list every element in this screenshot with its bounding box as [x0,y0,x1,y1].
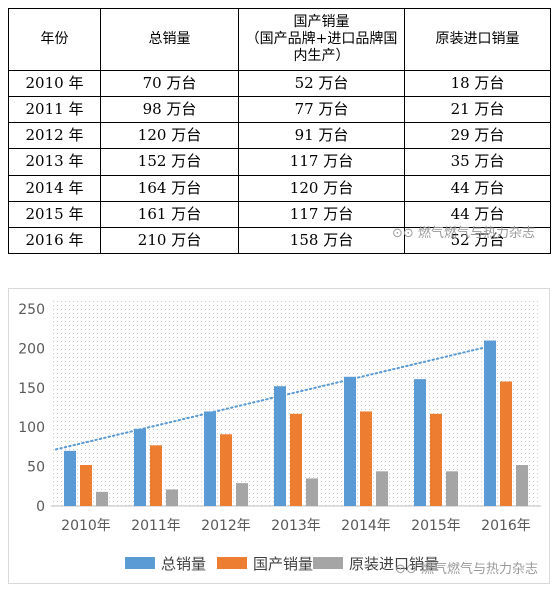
cell-total: 161 万台 [100,200,239,228]
cell-year: 2012 年 [8,122,101,150]
cell-total: 164 万台 [100,174,239,202]
watermark-table: ⊙⊙ 燃气燃气与热力杂志 [392,222,535,241]
cell-year: 2015 年 [8,200,101,228]
y-tick-label: 200 [18,341,45,357]
cell-domestic: 117 万台 [238,200,405,228]
table-row: 2011 年 98 万台 77 万台 21 万台 [8,96,551,124]
cell-year: 2014 年 [8,174,101,202]
bar-1 [150,445,162,506]
table-row: 2010 年 70 万台 52 万台 18 万台 [8,69,551,98]
bar-0 [204,411,216,506]
table-row: 2012 年 120 万台 91 万台 29 万台 [8,122,551,150]
x-tick-label: 2013年 [271,518,321,534]
x-tick-label: 2012年 [201,518,251,534]
bar-2 [446,471,458,506]
y-tick-label: 100 [18,420,45,436]
cell-import: 44 万台 [404,174,551,202]
x-tick-label: 2014年 [341,518,391,534]
cell-domestic: 120 万台 [238,174,405,202]
legend-label: 原装进口销量 [349,554,440,573]
wechat-icon: ⊙⊙ [395,562,417,577]
bar-2 [236,483,248,506]
bar-0 [274,386,286,506]
cell-year: 2011 年 [8,96,101,124]
cell-year: 2016 年 [8,226,101,255]
chart-plot: 0 50 100 150 200 250 2010年 2011年 2012年 2013年 2014年… [18,301,541,534]
bar-2 [96,491,108,506]
cell-domestic: 77 万台 [238,96,405,124]
sales-chart: 0 50 100 150 200 250 2010年 2011年 2012年 2013年 2014年… [8,288,550,584]
watermark-chart: ⊙⊙ 燃气燃气与热力杂志 [395,558,538,577]
cell-import: 35 万台 [404,148,551,176]
cell-import: 52 万台 [404,226,551,255]
header-import-sales: 原装进口销量 [404,8,551,71]
watermark-text: 燃气燃气与热力杂志 [420,562,538,577]
x-tick-label: 2016年 [481,518,531,534]
header-domestic-sales: 国产销量 （国产品牌+进口品牌国内生产） [238,8,405,71]
table-row: 2014 年 164 万台 120 万台 44 万台 [8,174,551,202]
bar-1 [430,413,442,506]
bar-2 [516,465,528,506]
legend-swatch [217,557,247,569]
bar-0 [344,376,356,506]
bar-1 [80,465,92,506]
legend-item: 国产销量 [217,551,313,575]
y-tick-label: 250 [18,302,45,318]
y-tick-label: 150 [18,381,45,397]
cell-import: 44 万台 [404,200,551,228]
bar-0 [64,450,76,506]
cell-total: 120 万台 [100,122,239,150]
cell-total: 70 万台 [100,69,239,98]
bar-1 [360,411,372,506]
bar-1 [290,413,302,506]
chart-legend: 总销量 国产销量 原装进口销量 [9,551,551,575]
cell-import: 21 万台 [404,96,551,124]
legend-item: 总销量 [125,551,206,575]
x-tick-label: 2015年 [411,518,461,534]
y-tick-label: 50 [27,460,45,476]
legend-swatch [313,557,343,569]
bar-2 [306,478,318,506]
trendline [55,343,497,451]
cell-total: 152 万台 [100,148,239,176]
table-header-row: 年份 总销量 国产销量 （国产品牌+进口品牌国内生产） 原装进口销量 [8,8,551,71]
bar-2 [166,489,178,506]
cell-year: 2010 年 [8,69,101,98]
table-row: 2016 年 210 万台 158 万台 52 万台 [8,226,551,255]
watermark-text: 燃气燃气与热力杂志 [417,226,535,241]
cell-domestic: 117 万台 [238,148,405,176]
header-total-sales: 总销量 [100,8,239,71]
bar-2 [376,471,388,506]
legend-label: 国产销量 [253,554,314,573]
wechat-icon: ⊙⊙ [392,226,414,241]
cell-total: 98 万台 [100,96,239,124]
legend-swatch [125,557,155,569]
table-row: 2013 年 152 万台 117 万台 35 万台 [8,148,551,176]
bar-0 [414,379,426,506]
legend-item: 原装进口销量 [313,551,439,575]
cell-domestic: 158 万台 [238,226,405,255]
bar-1 [220,434,232,506]
header-year: 年份 [8,8,101,71]
x-tick-label: 2011年 [131,518,181,534]
y-tick-label: 0 [36,499,45,515]
bar-0 [484,340,496,506]
bar-1 [500,381,512,506]
cell-year: 2013 年 [8,148,101,176]
cell-import: 29 万台 [404,122,551,150]
sales-table: 年份 总销量 国产销量 （国产品牌+进口品牌国内生产） 原装进口销量 2010 … [8,8,551,255]
legend-label: 总销量 [161,554,207,573]
cell-domestic: 52 万台 [238,69,405,98]
cell-total: 210 万台 [100,226,239,255]
x-tick-label: 2010年 [61,518,111,534]
cell-domestic: 91 万台 [238,122,405,150]
cell-import: 18 万台 [404,69,551,98]
bar-0 [134,428,146,506]
table-row: 2015 年 161 万台 117 万台 44 万台 [8,200,551,228]
